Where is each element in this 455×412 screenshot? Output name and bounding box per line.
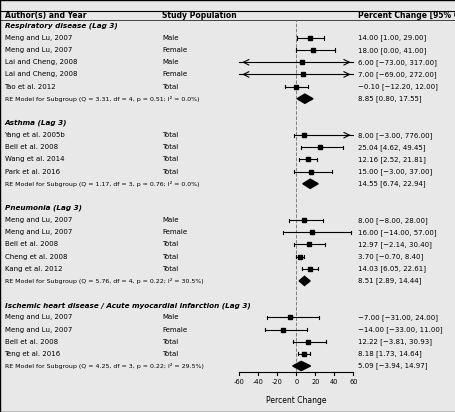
Text: Asthma (Lag 3): Asthma (Lag 3) bbox=[5, 120, 67, 126]
Text: 14.00 [1.00, 29.00]: 14.00 [1.00, 29.00] bbox=[357, 35, 425, 41]
Text: 16.00 [−14.00, 57.00]: 16.00 [−14.00, 57.00] bbox=[357, 229, 435, 236]
Text: 14.03 [6.05, 22.61]: 14.03 [6.05, 22.61] bbox=[357, 265, 425, 272]
Text: RE Model for Subgroup (Q = 1.17, df = 3, p = 0.76; I² = 0.0%): RE Model for Subgroup (Q = 1.17, df = 3,… bbox=[5, 181, 199, 187]
Text: 8.85 [0.80, 17.55]: 8.85 [0.80, 17.55] bbox=[357, 95, 421, 102]
Text: Male: Male bbox=[162, 217, 178, 223]
Text: Meng and Lu, 2007: Meng and Lu, 2007 bbox=[5, 47, 72, 53]
Text: Total: Total bbox=[162, 266, 178, 272]
Text: Study Population: Study Population bbox=[162, 11, 236, 20]
Text: RE Model for Subgroup (Q = 3.31, df = 4, p = 0.51; I² = 0.0%): RE Model for Subgroup (Q = 3.31, df = 4,… bbox=[5, 96, 199, 102]
Text: 0: 0 bbox=[293, 379, 298, 386]
Text: Total: Total bbox=[162, 339, 178, 345]
Text: 20: 20 bbox=[310, 379, 319, 386]
Text: Total: Total bbox=[162, 84, 178, 89]
Text: 40: 40 bbox=[329, 379, 338, 386]
Text: Author(s) and Year: Author(s) and Year bbox=[5, 11, 86, 20]
Polygon shape bbox=[298, 276, 309, 286]
Text: Park et al. 2016: Park et al. 2016 bbox=[5, 169, 60, 175]
Text: Lai and Cheng, 2008: Lai and Cheng, 2008 bbox=[5, 59, 77, 65]
Text: Bell et al. 2008: Bell et al. 2008 bbox=[5, 241, 58, 248]
Text: -60: -60 bbox=[233, 379, 244, 386]
Text: Total: Total bbox=[162, 169, 178, 175]
Text: 14.55 [6.74, 22.94]: 14.55 [6.74, 22.94] bbox=[357, 180, 425, 187]
Text: Total: Total bbox=[162, 144, 178, 150]
Text: 12.22 [−3.81, 30.93]: 12.22 [−3.81, 30.93] bbox=[357, 338, 431, 345]
Text: Tao et al. 2012: Tao et al. 2012 bbox=[5, 84, 56, 89]
Text: Total: Total bbox=[162, 351, 178, 357]
Text: Female: Female bbox=[162, 71, 187, 77]
Text: Female: Female bbox=[162, 229, 187, 235]
Polygon shape bbox=[292, 361, 310, 370]
Text: Bell et al. 2008: Bell et al. 2008 bbox=[5, 144, 58, 150]
Text: Total: Total bbox=[162, 132, 178, 138]
Text: Wang et al. 2014: Wang et al. 2014 bbox=[5, 157, 64, 162]
Text: 12.97 [−2.14, 30.40]: 12.97 [−2.14, 30.40] bbox=[357, 241, 431, 248]
Text: 3.70 [−0.70, 8.40]: 3.70 [−0.70, 8.40] bbox=[357, 253, 422, 260]
Text: 8.00 [−3.00, 776.00]: 8.00 [−3.00, 776.00] bbox=[357, 132, 431, 138]
Text: Bell et al. 2008: Bell et al. 2008 bbox=[5, 339, 58, 345]
Text: −7.00 [−31.00, 24.00]: −7.00 [−31.00, 24.00] bbox=[357, 314, 437, 321]
Text: Meng and Lu, 2007: Meng and Lu, 2007 bbox=[5, 229, 72, 235]
Text: 8.18 [1.73, 14.64]: 8.18 [1.73, 14.64] bbox=[357, 351, 421, 357]
Text: -20: -20 bbox=[271, 379, 282, 386]
Text: RE Model for Subgroup (Q = 5.76, df = 4, p = 0.22; I² = 30.5%): RE Model for Subgroup (Q = 5.76, df = 4,… bbox=[5, 278, 203, 284]
Text: 15.00 [−3.00, 37.00]: 15.00 [−3.00, 37.00] bbox=[357, 168, 431, 175]
Text: 60: 60 bbox=[349, 379, 357, 386]
Text: Male: Male bbox=[162, 59, 178, 65]
Text: 18.00 [0.00, 41.00]: 18.00 [0.00, 41.00] bbox=[357, 47, 425, 54]
Text: Lai and Cheng, 2008: Lai and Cheng, 2008 bbox=[5, 71, 77, 77]
Text: 8.00 [−8.00, 28.00]: 8.00 [−8.00, 28.00] bbox=[357, 217, 427, 224]
Text: Total: Total bbox=[162, 157, 178, 162]
Polygon shape bbox=[297, 94, 313, 103]
Text: 8.51 [2.89, 14.44]: 8.51 [2.89, 14.44] bbox=[357, 278, 420, 284]
Text: Teng et al. 2016: Teng et al. 2016 bbox=[5, 351, 61, 357]
Text: Respiratory disease (Lag 3): Respiratory disease (Lag 3) bbox=[5, 23, 117, 29]
Text: RE Model for Subgroup (Q = 4.25, df = 3, p = 0.22; I² = 29.5%): RE Model for Subgroup (Q = 4.25, df = 3,… bbox=[5, 363, 203, 369]
Text: Meng and Lu, 2007: Meng and Lu, 2007 bbox=[5, 35, 72, 41]
Text: Percent Change: Percent Change bbox=[266, 396, 326, 405]
Text: Pneumonia (Lag 3): Pneumonia (Lag 3) bbox=[5, 205, 81, 211]
Text: -40: -40 bbox=[253, 379, 263, 386]
Text: 12.16 [2.52, 21.81]: 12.16 [2.52, 21.81] bbox=[357, 156, 425, 163]
Text: Meng and Lu, 2007: Meng and Lu, 2007 bbox=[5, 327, 72, 332]
Text: 25.04 [4.62, 49.45]: 25.04 [4.62, 49.45] bbox=[357, 144, 425, 151]
Text: 6.00 [−73.00, 317.00]: 6.00 [−73.00, 317.00] bbox=[357, 59, 436, 66]
Text: Meng and Lu, 2007: Meng and Lu, 2007 bbox=[5, 314, 72, 321]
Text: Ischemic heart disease / Acute myocardial infarction (Lag 3): Ischemic heart disease / Acute myocardia… bbox=[5, 302, 250, 309]
Text: Female: Female bbox=[162, 327, 187, 332]
Text: Cheng et al. 2008: Cheng et al. 2008 bbox=[5, 254, 67, 260]
Text: Male: Male bbox=[162, 314, 178, 321]
Text: −14.00 [−33.00, 11.00]: −14.00 [−33.00, 11.00] bbox=[357, 326, 442, 333]
Text: 5.09 [−3.94, 14.97]: 5.09 [−3.94, 14.97] bbox=[357, 363, 426, 369]
Text: Kang et al. 2012: Kang et al. 2012 bbox=[5, 266, 62, 272]
Text: Meng and Lu, 2007: Meng and Lu, 2007 bbox=[5, 217, 72, 223]
Text: 7.00 [−69.00, 272.00]: 7.00 [−69.00, 272.00] bbox=[357, 71, 435, 78]
Text: −0.10 [−12.20, 12.00]: −0.10 [−12.20, 12.00] bbox=[357, 83, 437, 90]
Text: Male: Male bbox=[162, 35, 178, 41]
Text: Total: Total bbox=[162, 254, 178, 260]
Text: Total: Total bbox=[162, 241, 178, 248]
Polygon shape bbox=[302, 179, 318, 188]
Text: Female: Female bbox=[162, 47, 187, 53]
Text: Yang et al. 2005b: Yang et al. 2005b bbox=[5, 132, 65, 138]
Text: Percent Change [95% CI]: Percent Change [95% CI] bbox=[357, 11, 455, 20]
